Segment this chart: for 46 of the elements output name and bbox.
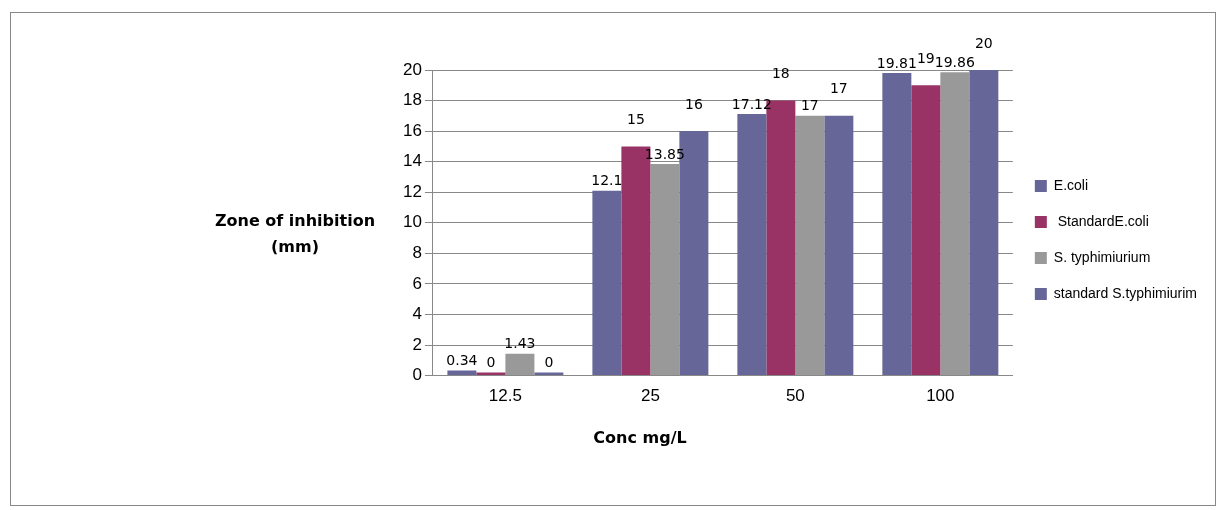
legend-label: standard S.typhimiurim xyxy=(1053,284,1198,301)
bar xyxy=(940,72,970,376)
legend-label: S. typhimiurium xyxy=(1053,248,1151,265)
data-label: 0 xyxy=(544,354,554,371)
bar xyxy=(824,115,854,376)
bar xyxy=(882,72,912,376)
data-label: 19.81 xyxy=(876,54,917,71)
legend-label: StandardE.coli xyxy=(1053,212,1149,229)
bar xyxy=(447,370,477,376)
bar xyxy=(650,163,680,376)
data-label: 20 xyxy=(974,34,993,51)
data-label: 17 xyxy=(800,97,819,114)
data-label: 16 xyxy=(684,95,703,112)
data-label: 15 xyxy=(626,111,645,128)
x-tick-label: 12.5 xyxy=(488,386,522,406)
y-tick-label: 16 xyxy=(402,120,422,140)
y-tick-label: 4 xyxy=(412,304,422,324)
x-tick-label: 50 xyxy=(785,386,805,406)
x-tick-label: 100 xyxy=(926,386,955,406)
data-label: 18 xyxy=(771,65,790,82)
y-tick-label: 6 xyxy=(412,273,422,293)
bar xyxy=(505,353,535,376)
data-label: 0.34 xyxy=(446,352,478,369)
data-label: 19 xyxy=(916,49,935,66)
bar xyxy=(795,115,825,376)
y-axis-title: Zone of inhibition (mm) xyxy=(213,210,377,258)
data-label: 17 xyxy=(829,80,848,97)
x-tick-label: 25 xyxy=(640,386,660,406)
y-tick-label: 0 xyxy=(412,365,422,385)
bar xyxy=(592,190,622,376)
y-tick-label: 10 xyxy=(402,212,422,232)
y-tick-label: 14 xyxy=(402,151,422,171)
data-label: 19.86 xyxy=(934,53,975,70)
y-tick-label: 2 xyxy=(412,334,422,354)
y-tick-label: 18 xyxy=(402,90,422,110)
y-tick-label: 8 xyxy=(412,243,422,263)
bar xyxy=(911,85,941,376)
data-label: 0 xyxy=(486,354,496,371)
data-label: 12.1 xyxy=(591,172,623,189)
y-tick-label: 20 xyxy=(402,59,422,79)
x-axis-title: Conc mg/L xyxy=(592,428,688,447)
bar xyxy=(969,70,999,376)
legend-label: E.coli xyxy=(1053,176,1089,193)
y-tick-label: 12 xyxy=(402,181,422,201)
bar xyxy=(737,114,767,376)
data-label: 1.43 xyxy=(504,335,536,352)
